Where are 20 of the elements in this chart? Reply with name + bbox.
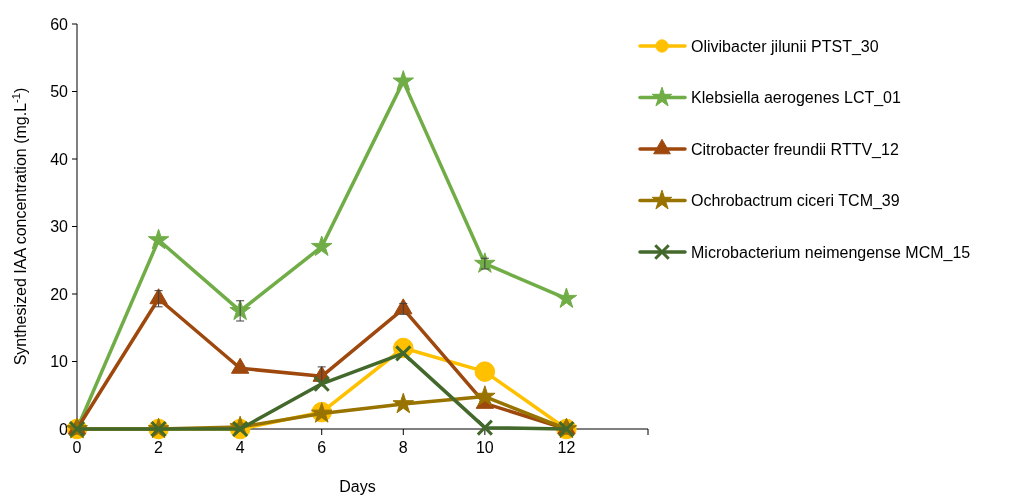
y-tick-label: 20 — [50, 285, 69, 303]
x-tick-label: 6 — [317, 439, 327, 456]
x-tick-label: 4 — [235, 439, 245, 456]
x-tick-label: 8 — [398, 439, 408, 456]
x-tick-label: 12 — [557, 439, 576, 456]
y-tick-label: 60 — [50, 15, 69, 33]
legend-label: Citrobacter freundii RTTV_12 — [691, 140, 899, 159]
legend-label: Microbacterium neimengense MCM_15 — [691, 243, 971, 262]
x-tick-label: 10 — [475, 439, 494, 456]
y-tick-label: 0 — [59, 420, 69, 438]
y-tick-label: 10 — [50, 353, 69, 371]
y-tick-label: 40 — [50, 150, 69, 168]
x-tick-label: 0 — [72, 439, 82, 456]
y-tick-label: 30 — [50, 218, 69, 236]
legend-label: Olivibacter jilunii PTST_30 — [691, 37, 879, 56]
y-tick-label: 50 — [50, 83, 69, 101]
x-axis-title: Days — [339, 478, 376, 495]
x-tick-label: 2 — [154, 439, 164, 456]
legend-label: Ochrobactrum ciceri TCM_39 — [691, 192, 900, 211]
legend-label: Klebsiella aerogenes LCT_01 — [691, 89, 902, 108]
